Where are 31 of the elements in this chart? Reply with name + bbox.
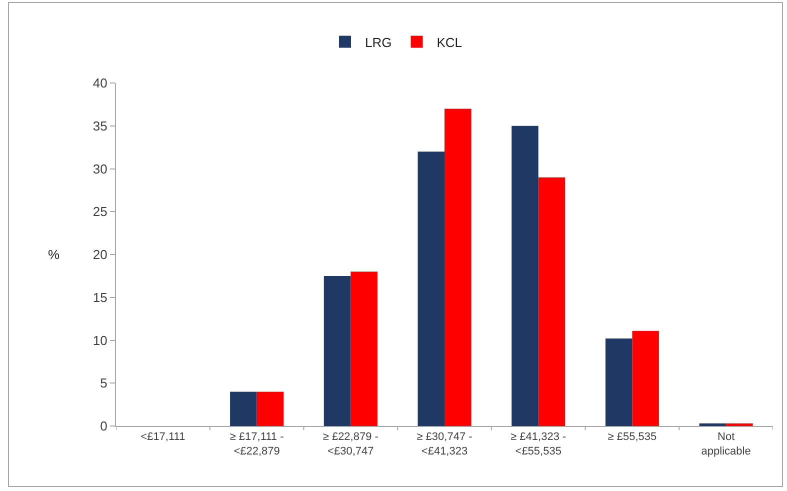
bar: [418, 152, 444, 426]
bar: [726, 423, 753, 426]
x-tick-label: ≥ £30,747 - <£41,323: [416, 431, 473, 458]
bar: [699, 423, 726, 426]
bar: [538, 177, 566, 426]
bar: [324, 276, 351, 426]
y-axis-title: %: [48, 247, 60, 262]
y-tick-label: 10: [92, 332, 108, 348]
x-tick-label: ≥ £41,323 - <£55,535: [510, 431, 566, 458]
bar: [605, 338, 632, 426]
y-tick-label: 40: [92, 76, 108, 91]
bar: [230, 392, 257, 426]
y-tick-label: 0: [100, 418, 108, 434]
bar: [512, 126, 538, 426]
legend-label: KCL: [436, 34, 462, 50]
bar: [256, 392, 284, 426]
x-tick-label: ≥ £22,879 - <£30,747: [322, 431, 379, 458]
y-tick-label: 5: [100, 376, 108, 391]
bar: [350, 272, 378, 426]
x-tick-label: ≥ £55,535: [608, 431, 657, 444]
x-tick-label: Not applicable: [701, 431, 751, 458]
y-tick-label: 15: [92, 290, 108, 305]
y-tick-label: 35: [92, 118, 108, 134]
y-tick-label: 30: [92, 161, 108, 176]
bar: [632, 330, 659, 426]
y-tick-label: 25: [92, 204, 108, 220]
y-tick-label: 20: [92, 247, 108, 262]
legend-label: LRG: [365, 34, 392, 50]
x-tick-label: <£17,111: [140, 431, 186, 444]
x-tick-label: ≥ £17,111 - <£22,879: [230, 431, 284, 458]
bar: [444, 108, 472, 426]
